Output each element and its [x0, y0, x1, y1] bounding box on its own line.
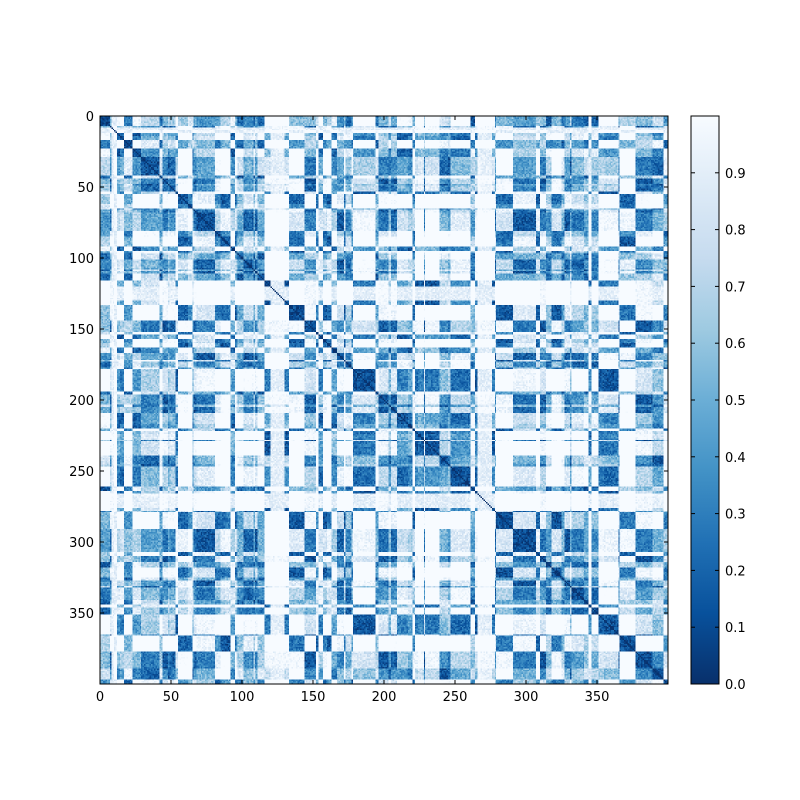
x-tick-label: 150: [301, 690, 326, 705]
y-tick-label: 300: [69, 536, 94, 551]
colorbar-tick-label: 0.0: [725, 678, 746, 693]
colorbar-tick-label: 0.2: [725, 564, 746, 579]
colorbar: 0.0 0.1 0.2 0.3 0.4 0.5 0.6 0.7 0.8 0.9: [690, 115, 746, 693]
colorbar-tick-label: 0.4: [725, 451, 746, 466]
colorbar-tick-label: 0.9: [725, 167, 746, 182]
x-tick-label: 200: [372, 690, 397, 705]
x-tick-label: 100: [230, 690, 255, 705]
y-tick-label: 350: [69, 607, 94, 622]
x-tick-label: 300: [514, 690, 539, 705]
x-tick-label: 0: [96, 690, 104, 705]
y-tick-label: 150: [69, 323, 94, 338]
heatmap-image: [100, 116, 668, 684]
colorbar-tick-label: 0.7: [725, 280, 746, 295]
x-tick-label: 250: [443, 690, 468, 705]
colorbar-tick-label: 0.5: [725, 394, 746, 409]
x-axis-ticks: 0 50 100 150 200 250 300 350: [96, 116, 610, 705]
colorbar-gradient: [691, 116, 719, 684]
colorbar-tick-label: 0.6: [725, 337, 746, 352]
y-tick-label: 0: [86, 110, 94, 125]
y-tick-label: 100: [69, 252, 94, 267]
y-axis-ticks: 0 50 100 150 200 250 300 350: [69, 110, 668, 622]
y-tick-label: 50: [77, 181, 94, 196]
x-tick-label: 50: [163, 690, 180, 705]
colorbar-ticks: 0.0 0.1 0.2 0.3 0.4 0.5 0.6 0.7 0.8 0.9: [691, 167, 746, 693]
y-tick-label: 250: [69, 465, 94, 480]
x-tick-label: 350: [585, 690, 610, 705]
y-tick-label: 200: [69, 394, 94, 409]
colorbar-tick-label: 0.3: [725, 508, 746, 523]
colorbar-tick-label: 0.8: [725, 224, 746, 239]
colorbar-tick-label: 0.1: [725, 621, 746, 636]
heatmap-plot-area: 0 50 100 150 200 250 300 350 0 50 100 150 200 250 300…: [69, 110, 669, 705]
